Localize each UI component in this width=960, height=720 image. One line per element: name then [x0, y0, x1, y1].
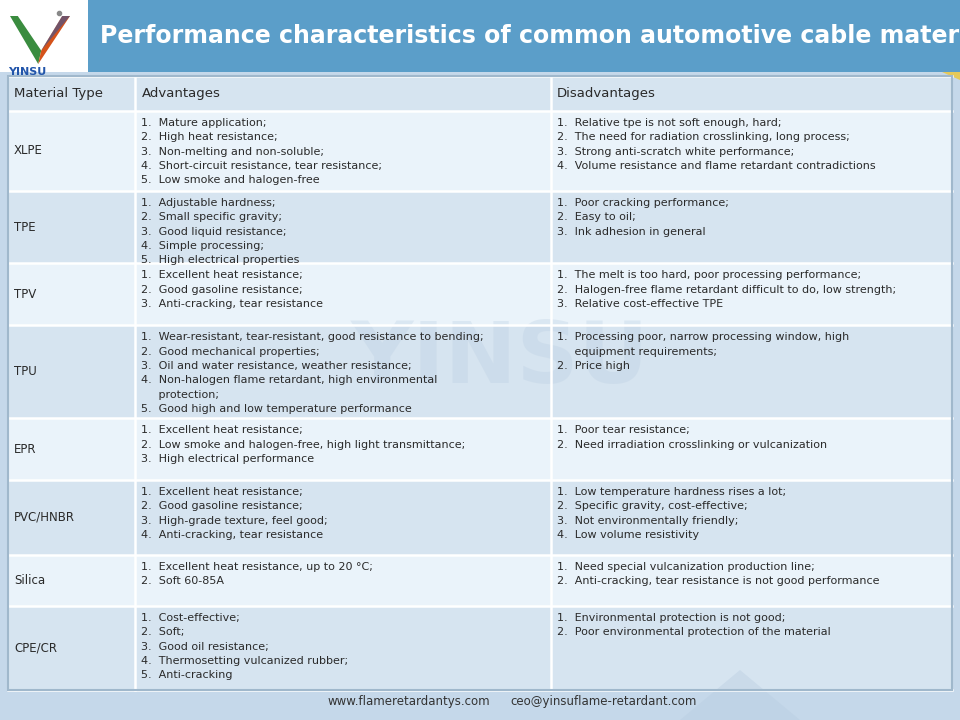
Text: XLPE: XLPE [14, 144, 43, 158]
Bar [8, 555, 952, 606]
Text: 1.  Excellent heat resistance;
2.  Good gasoline resistance;
3.  High-grade text: 1. Excellent heat resistance; 2. Good ga… [141, 487, 328, 540]
Text: 1.  Low temperature hardness rises a lot;
2.  Specific gravity, cost-effective;
: 1. Low temperature hardness rises a lot;… [557, 487, 786, 540]
Bar [8, 418, 952, 480]
Text: 1.  Excellent heat resistance, up to 20 °C;
2.  Soft 60-85A: 1. Excellent heat resistance, up to 20 °… [141, 562, 373, 586]
Polygon shape [680, 670, 800, 720]
Bar [8, 606, 952, 690]
Text: PVC/HNBR: PVC/HNBR [14, 511, 75, 524]
Text: 1.  Relative tpe is not soft enough, hard;
2.  The need for radiation crosslinki: 1. Relative tpe is not soft enough, hard… [557, 118, 876, 171]
Text: 1.  The melt is too hard, poor processing performance;
2.  Halogen-free flame re: 1. The melt is too hard, poor processing… [557, 271, 896, 310]
Text: 1.  Excellent heat resistance;
2.  Good gasoline resistance;
3.  Anti-cracking, : 1. Excellent heat resistance; 2. Good ga… [141, 271, 324, 310]
Text: Disadvantages: Disadvantages [557, 87, 656, 100]
Text: 1.  Wear-resistant, tear-resistant, good resistance to bending;
2.  Good mechani: 1. Wear-resistant, tear-resistant, good … [141, 332, 484, 414]
FancyBboxPatch shape [0, 0, 88, 72]
Text: 1.  Poor cracking performance;
2.  Easy to oil;
3.  Ink adhesion in general: 1. Poor cracking performance; 2. Easy to… [557, 198, 729, 237]
Text: TPV: TPV [14, 288, 36, 301]
FancyBboxPatch shape [0, 0, 960, 72]
Text: www.flameretardantys.com: www.flameretardantys.com [327, 696, 490, 708]
Text: YINSU: YINSU [350, 318, 649, 402]
Text: Silica: Silica [14, 574, 45, 587]
Polygon shape [780, 0, 960, 80]
Text: TPU: TPU [14, 365, 36, 378]
Text: ceo@yinsuflame-retardant.com: ceo@yinsuflame-retardant.com [510, 696, 696, 708]
Text: Advantages: Advantages [141, 87, 220, 100]
Bar [8, 111, 952, 191]
Text: 1.  Poor tear resistance;
2.  Need irradiation crosslinking or vulcanization: 1. Poor tear resistance; 2. Need irradia… [557, 426, 827, 450]
Text: Performance characteristics of common automotive cable materials: Performance characteristics of common au… [100, 24, 960, 48]
Polygon shape [38, 16, 70, 64]
Polygon shape [41, 16, 70, 50]
Text: 1.  Processing poor, narrow processing window, high
     equipment requirements;: 1. Processing poor, narrow processing wi… [557, 332, 849, 371]
Text: 1.  Mature application;
2.  High heat resistance;
3.  Non-melting and non-solubl: 1. Mature application; 2. High heat resi… [141, 118, 382, 186]
Text: 1.  Cost-effective;
2.  Soft;
3.  Good oil resistance;
4.  Thermosetting vulcani: 1. Cost-effective; 2. Soft; 3. Good oil … [141, 613, 348, 680]
Text: TPE: TPE [14, 220, 36, 233]
Polygon shape [870, 0, 960, 30]
Text: EPR: EPR [14, 443, 36, 456]
Bar [8, 76, 952, 111]
Bar [8, 480, 952, 555]
Text: Material Type: Material Type [14, 87, 103, 100]
Text: 1.  Excellent heat resistance;
2.  Low smoke and halogen-free, high light transm: 1. Excellent heat resistance; 2. Low smo… [141, 426, 466, 464]
Polygon shape [10, 16, 41, 64]
Bar [8, 325, 952, 418]
Text: 1.  Need special vulcanization production line;
2.  Anti-cracking, tear resistan: 1. Need special vulcanization production… [557, 562, 879, 586]
Text: YINSU: YINSU [8, 67, 46, 77]
Text: 1.  Adjustable hardness;
2.  Small specific gravity;
3.  Good liquid resistance;: 1. Adjustable hardness; 2. Small specifi… [141, 198, 300, 266]
Bar [8, 76, 952, 690]
Bar [8, 264, 952, 325]
Text: CPE/CR: CPE/CR [14, 642, 57, 654]
Text: 1.  Environmental protection is not good;
2.  Poor environmental protection of t: 1. Environmental protection is not good;… [557, 613, 830, 637]
Bar [8, 191, 952, 264]
